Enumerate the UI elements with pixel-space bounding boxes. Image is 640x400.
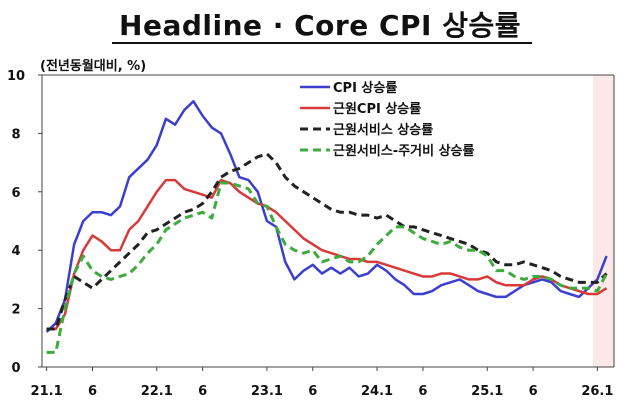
series-line-4 — [46, 181, 608, 354]
highlight-band — [593, 75, 614, 367]
highlight-band-layer — [593, 75, 614, 367]
x-tick-label: 6 — [88, 384, 97, 399]
series-layer — [45, 100, 608, 354]
legend-label: CPI 상승률 — [333, 81, 397, 96]
x-tick-label: 6 — [198, 384, 207, 399]
x-tick-label: 26.1 — [581, 384, 613, 399]
x-tick-label: 6 — [529, 384, 538, 399]
x-tick-label: 22.1 — [141, 384, 173, 399]
x-tick-label: 6 — [418, 384, 427, 399]
series-line-1 — [45, 100, 608, 333]
unit-label: (전년동월대비, %) — [40, 59, 147, 74]
x-tick-label: 21.1 — [31, 384, 63, 399]
x-tick-label: 25.1 — [471, 384, 503, 399]
y-tick-label: 2 — [11, 303, 20, 318]
legend-label: 근원서비스 상승률 — [333, 123, 433, 138]
legend-label: 근원서비스-주거비 상승률 — [333, 144, 475, 159]
y-tick-label: 8 — [11, 127, 20, 142]
legend-label: 근원CPI 상승률 — [333, 102, 421, 117]
y-tick-label: 6 — [11, 186, 20, 201]
y-tick-label: 10 — [7, 69, 25, 84]
axes-layer: 0 2 4 6 8 10 21.1 6 22.1 6 23.1 6 24.1 6 25.1 6 26.1 — [7, 69, 615, 399]
title-underline — [112, 42, 532, 44]
y-tick-label: 4 — [11, 244, 20, 259]
x-tick-label: 23.1 — [251, 384, 283, 399]
y-tick-label: 0 — [11, 361, 20, 376]
chart-title: Headline · Core CPI 상승률 — [119, 9, 521, 42]
series-line-3 — [46, 152, 608, 331]
x-tick-label: 24.1 — [361, 384, 393, 399]
x-tick-label: 6 — [308, 384, 317, 399]
series-line-2 — [46, 178, 608, 331]
